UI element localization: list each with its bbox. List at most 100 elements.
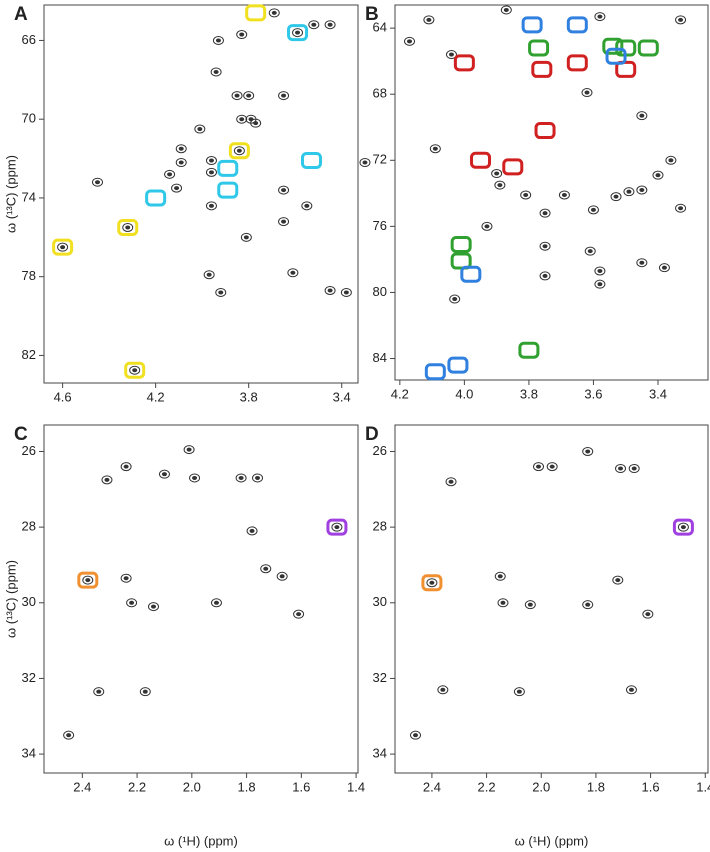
peak [426, 578, 438, 588]
peak-contour [494, 571, 506, 581]
peak-contour [293, 609, 305, 619]
peak-contour [122, 222, 134, 232]
x-tick-label: 1.4 [696, 779, 710, 794]
x-tick-label: 1.8 [238, 779, 256, 794]
peak-core [60, 245, 66, 250]
peak-contour [636, 111, 648, 121]
peak-contour [260, 564, 272, 574]
y-tick-label: 78 [22, 268, 36, 283]
peak-core [213, 600, 219, 605]
peak-core [645, 612, 651, 617]
x-tick-label: 3.6 [584, 386, 602, 401]
peak-contour [158, 469, 170, 479]
peak-core [626, 189, 632, 194]
peak [615, 464, 627, 473]
peak [340, 287, 352, 297]
peak-core [208, 203, 214, 208]
peak [171, 183, 183, 193]
peak-contour [558, 190, 570, 200]
peak-contour [675, 203, 687, 213]
peak-core [236, 148, 242, 153]
peak-contour [497, 598, 509, 608]
peak-core [542, 244, 548, 249]
plot-frame [43, 424, 359, 774]
y-tick-label: 74 [22, 189, 36, 204]
x-axis-label: ω (¹H) (ppm) [515, 833, 589, 848]
peak [278, 91, 290, 101]
peak-contour [148, 602, 160, 612]
peak-box [566, 54, 588, 72]
peak-box [124, 361, 146, 379]
peak-contour [268, 8, 280, 18]
peak-contour [539, 208, 551, 218]
peak-contour [429, 144, 441, 154]
peak [93, 687, 105, 697]
peak [675, 203, 687, 213]
peak-core [281, 219, 287, 224]
x-tick-label: 1.6 [642, 779, 660, 794]
peak-core [503, 7, 509, 12]
x-tick-label: 4.2 [147, 389, 165, 404]
peak [175, 158, 187, 167]
peak-contour [139, 687, 151, 697]
peak-contour [91, 177, 103, 187]
peak [594, 279, 606, 289]
peak-box [228, 142, 250, 160]
peak-core [494, 171, 500, 176]
peak-contour [246, 526, 258, 536]
peak-core [618, 466, 624, 471]
peak-contour [612, 575, 624, 585]
peak-contour [445, 50, 457, 60]
peak-contour [301, 201, 313, 211]
y-tick-label: 76 [373, 218, 387, 233]
peak-core [186, 447, 192, 452]
peak [122, 222, 134, 232]
peak-box [424, 363, 446, 381]
peak-core [208, 170, 214, 175]
peak [278, 185, 290, 195]
peak [539, 241, 551, 251]
peak-core [536, 464, 542, 469]
y-tick-label: 28 [373, 519, 387, 534]
peak-core [271, 10, 277, 15]
peak [481, 221, 493, 231]
peak [587, 205, 599, 215]
peak [203, 270, 215, 280]
peak-contour [278, 185, 290, 195]
peak-core [542, 273, 548, 278]
peak [539, 208, 551, 218]
peak [101, 475, 113, 485]
peak-core [213, 69, 219, 74]
peak-core [639, 188, 645, 193]
peak [246, 526, 258, 536]
peak-core [613, 194, 619, 199]
peak-contour [359, 158, 371, 167]
peak-core [279, 574, 285, 579]
peak [210, 67, 222, 77]
peak [636, 111, 648, 121]
peak-core [615, 578, 621, 583]
peak [623, 187, 635, 197]
y-tick-label: 70 [22, 111, 36, 126]
peak-contour [546, 462, 558, 472]
peak [636, 185, 648, 195]
peak-box [287, 24, 309, 42]
peak-contour [308, 20, 320, 30]
peak-core [192, 475, 198, 480]
peak [205, 201, 217, 211]
y-tick-label: 68 [373, 86, 387, 101]
peak-contour [652, 170, 664, 180]
peak-contour [340, 287, 352, 297]
peak [491, 169, 503, 179]
peak-core [96, 689, 102, 694]
peak-core [123, 464, 129, 469]
peak-core [516, 689, 522, 694]
peak-core [680, 525, 686, 530]
peak [175, 144, 187, 154]
peak-core [542, 211, 548, 216]
peak [582, 600, 594, 610]
peak [404, 36, 416, 46]
peak-core [655, 173, 661, 178]
peak-contour [636, 258, 648, 268]
